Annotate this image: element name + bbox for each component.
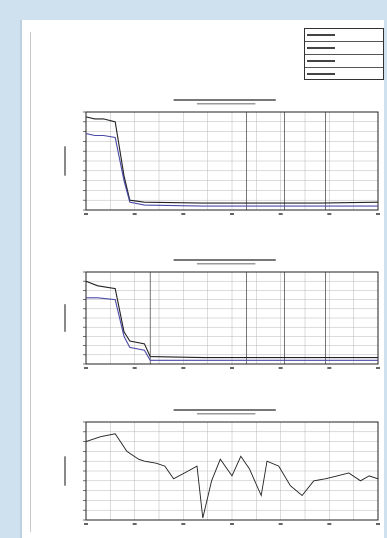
chart-2-plot [64,259,380,369]
x-tick-label-mark [278,523,283,525]
series-line [85,133,378,207]
x-tick-label-mark [230,213,234,215]
chart-1 [58,96,382,220]
chart-title-mark [173,259,276,261]
x-tick-label-mark [181,523,186,525]
x-tick-label-mark [278,367,283,369]
x-tick-label-mark [84,523,88,525]
y-axis-label-mark [64,146,66,176]
x-tick-label-mark [376,367,380,369]
series-line [86,297,378,361]
document-page [22,20,384,538]
title-block-row [305,29,383,42]
chart-3-plot [64,409,380,525]
x-tick-label-mark [327,523,332,525]
x-tick-label-mark [181,213,186,215]
title-block-row [305,68,383,81]
chart-1-plot [64,99,380,215]
x-tick-label-mark [230,523,234,525]
title-block-row [305,42,383,55]
x-tick-label-mark [376,213,380,215]
title-block-row [305,55,383,68]
x-tick-label-mark [278,213,283,215]
series-line [85,280,378,359]
chart-subtitle-mark [196,263,256,265]
chart-subtitle-mark [196,103,256,105]
page-margin-rule [30,32,31,532]
chart-3 [58,406,382,530]
series-line [85,433,379,519]
x-tick-label-mark [84,367,88,369]
y-axis-label-mark [64,304,66,332]
x-tick-label-mark [327,367,332,369]
x-tick-label-mark [181,367,186,369]
chart-subtitle-mark [196,413,256,415]
chart-2 [58,256,382,374]
x-tick-label-mark [230,367,234,369]
x-tick-label-mark [132,213,137,215]
x-tick-label-mark [327,213,332,215]
chart-title-mark [173,409,276,411]
x-tick-label-mark [132,367,137,369]
y-axis-label-mark [64,456,66,486]
x-tick-label-mark [376,523,380,525]
x-tick-label-mark [84,213,88,215]
x-tick-label-mark [132,523,137,525]
title-block [304,28,384,80]
chart-title-mark [173,99,276,101]
